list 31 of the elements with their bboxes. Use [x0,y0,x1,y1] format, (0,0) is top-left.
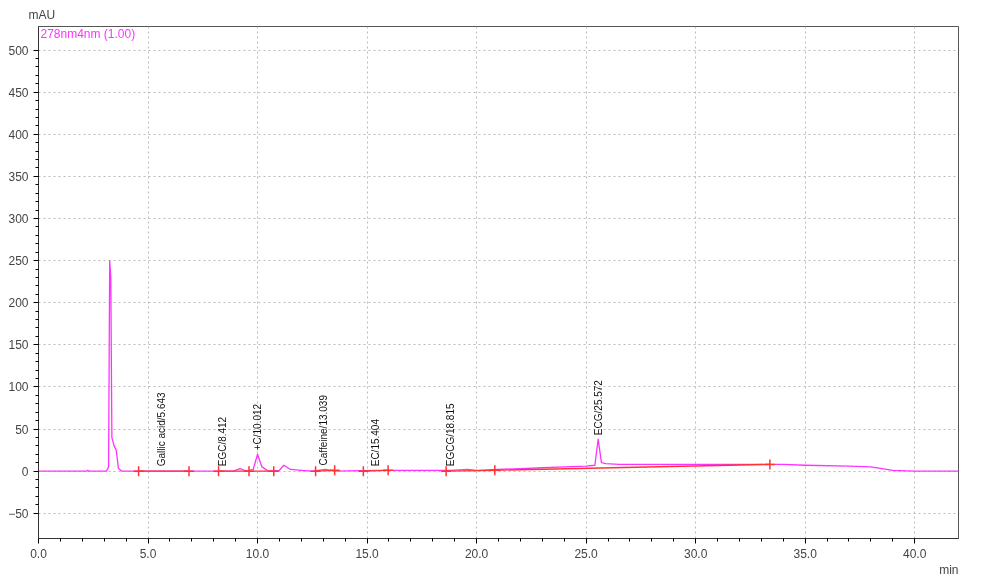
y-tick-label: 100 [8,380,29,395]
text: 278nm4nm (1.00) [40,26,136,41]
x-tick-label: 20.0 [464,546,489,561]
annotation: Caffeine/13.039 [318,394,330,466]
y-tick-label: 0 [21,464,29,479]
annotation: Gallic acid/5.643 [156,391,168,467]
x-tick-label: 0.0 [30,546,48,561]
annotation: EC/15.404 [369,418,381,467]
annotation: EGCG/18.815 [444,403,456,467]
y-tick-label: 350 [8,169,29,184]
y-axis-title: mAU [28,7,56,22]
y-tick-label: 150 [8,338,29,353]
x-tick-label: 10.0 [245,546,270,561]
x-tick-label: 15.0 [355,546,380,561]
x-tick-label: 30.0 [683,546,708,561]
annotation: ECG/25.572 [592,379,604,436]
y-tick-label: 200 [8,296,29,311]
y-tick-label: 500 [8,43,29,58]
annotation: EGC/8.412 [216,416,228,467]
y-tick-label: 250 [8,254,29,269]
x-tick-label: 35.0 [793,546,818,561]
x-axis-title: min [939,562,959,576]
y-tick-label: 450 [8,85,29,100]
x-tick-label: 25.0 [574,546,599,561]
y-tick-label: 50 [15,422,29,437]
x-tick-label: 5.0 [139,546,157,561]
y-tick-label: −50 [8,506,29,521]
x-tick-label: 40.0 [903,546,927,561]
y-tick-label: 400 [8,127,29,142]
y-tick-label: 300 [8,212,29,226]
annotation: +C/10.012 [251,403,263,451]
